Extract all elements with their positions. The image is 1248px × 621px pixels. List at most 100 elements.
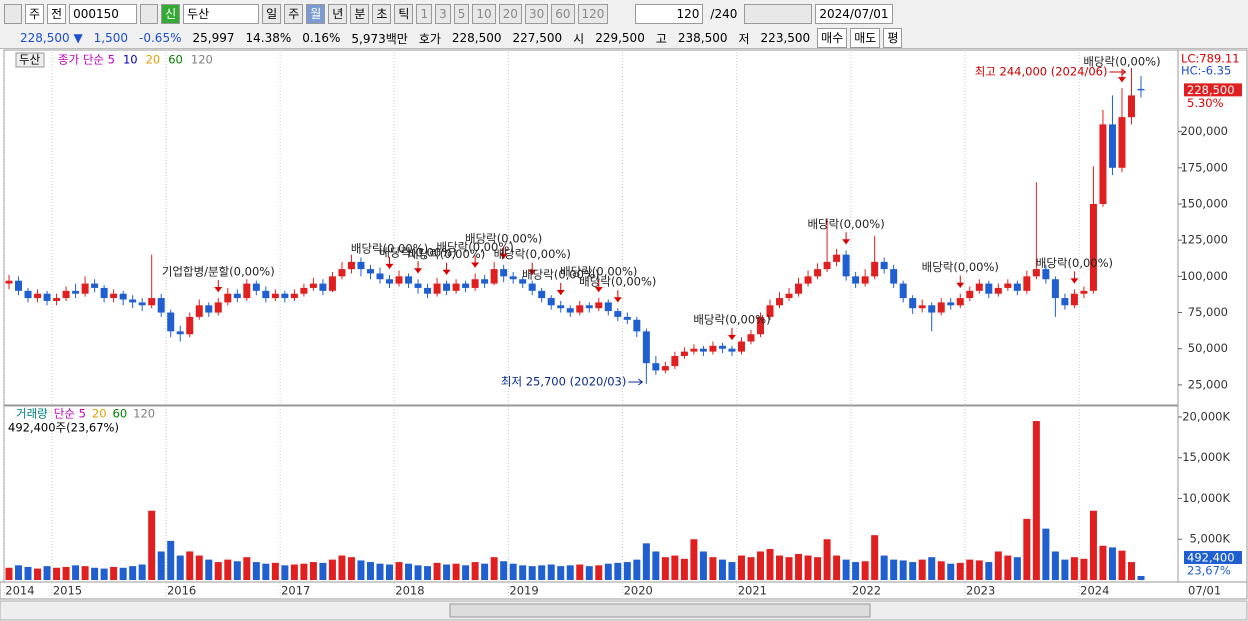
- tool-icons[interactable]: [744, 4, 813, 24]
- volume-bar: [1080, 558, 1088, 580]
- y-tick-label: 100,000: [1180, 269, 1228, 283]
- order-button[interactable]: 매수: [817, 28, 848, 48]
- volume-bar: [614, 562, 622, 580]
- candle-body: [309, 283, 317, 288]
- info-item: 1,500: [93, 31, 129, 45]
- code-input[interactable]: 000150: [69, 4, 138, 24]
- candle-body: [1080, 290, 1088, 294]
- candle-body: [1042, 269, 1050, 280]
- search-icon[interactable]: [140, 4, 159, 24]
- legend-entry: 120: [133, 407, 155, 421]
- interval-button[interactable]: 10: [472, 4, 496, 24]
- candle-body: [1004, 283, 1012, 288]
- last-price: 228,500: [1187, 83, 1235, 97]
- interval-button[interactable]: 1: [416, 4, 433, 24]
- y-tick-label: 10,000K: [1182, 491, 1230, 505]
- candle-body: [347, 261, 355, 270]
- volume-bar: [186, 551, 194, 580]
- candle-body: [928, 305, 936, 313]
- candle-body: [814, 269, 822, 277]
- volume-bar: [642, 543, 650, 580]
- candle-body: [795, 283, 803, 294]
- candle-body: [1032, 269, 1040, 277]
- interval-button[interactable]: 3: [435, 4, 451, 24]
- annotation: 배당락(0,00%): [807, 217, 884, 231]
- candle-body: [452, 283, 460, 291]
- period-button[interactable]: 일: [262, 4, 282, 24]
- candle-body: [91, 283, 99, 288]
- candle-body: [395, 276, 403, 284]
- candle-body: [604, 302, 612, 312]
- period-button[interactable]: 초: [372, 4, 392, 24]
- info-item: 14.38%: [245, 31, 292, 45]
- volume-bar: [1118, 550, 1126, 580]
- period-button[interactable]: 주: [284, 4, 304, 24]
- legend-entry: 종가 단순 5: [58, 53, 115, 67]
- volume-bar: [690, 539, 698, 580]
- volume-bar: [252, 562, 260, 580]
- scroll-thumb[interactable]: [449, 603, 871, 618]
- candle-body: [233, 293, 241, 299]
- volume-bar: [110, 566, 118, 580]
- volume-bar: [376, 563, 384, 580]
- x-tick-label: 2014: [5, 584, 34, 598]
- annotation-arrowhead: [528, 269, 537, 275]
- annotation: 배당락(0,00%): [351, 241, 428, 255]
- info-item: 호가: [418, 31, 441, 46]
- order-button[interactable]: 평: [883, 28, 903, 48]
- market-select[interactable]: 주: [25, 4, 45, 24]
- interval-button[interactable]: 120: [577, 4, 609, 24]
- candle-body: [823, 261, 831, 270]
- y-tick-label: 150,000: [1180, 196, 1228, 210]
- volume-bar: [500, 561, 508, 580]
- volume-bar: [737, 555, 745, 580]
- candle-body: [176, 331, 184, 335]
- interval-button[interactable]: 20: [498, 4, 522, 24]
- candle-body: [5, 280, 13, 284]
- volume-bar: [481, 563, 489, 580]
- candle-body: [633, 319, 641, 332]
- candle-body: [718, 345, 726, 349]
- volume-bar: [1004, 555, 1012, 580]
- info-item: 238,500: [677, 31, 728, 45]
- candle-body: [1051, 279, 1059, 299]
- volume-ratio: 23,67%: [1187, 563, 1231, 577]
- volume-bar: [756, 551, 764, 580]
- interval-button[interactable]: 30: [524, 4, 549, 24]
- volume-bar: [281, 565, 289, 580]
- menu-icon[interactable]: [4, 4, 22, 24]
- volume-bar: [661, 557, 669, 580]
- candle-body: [376, 273, 384, 280]
- period-button[interactable]: 틱: [394, 4, 414, 24]
- y-tick-label: 50,000: [1188, 341, 1228, 355]
- interval-button[interactable]: 5: [453, 4, 470, 24]
- candle-body: [890, 269, 898, 284]
- volume-bar: [366, 562, 374, 580]
- volume-bar: [623, 562, 631, 580]
- volume-bar: [271, 562, 279, 580]
- volume-bar: [956, 562, 964, 580]
- name-input[interactable]: 두산: [183, 4, 260, 24]
- volume-bar: [328, 559, 336, 580]
- info-item: 229,500: [595, 31, 645, 45]
- interval-button[interactable]: 60: [551, 4, 575, 24]
- volume-bar: [699, 551, 707, 580]
- order-button[interactable]: 매도: [850, 28, 881, 48]
- annotation: 배당락(0,00%): [408, 247, 485, 261]
- candle-body: [519, 279, 527, 284]
- date-input[interactable]: 2024/07/01: [815, 4, 893, 24]
- volume-bar: [471, 562, 479, 580]
- last-volume: 492,400: [1187, 550, 1235, 564]
- candle-body: [709, 345, 717, 352]
- period-button[interactable]: 분: [350, 4, 370, 24]
- volume-bar: [785, 557, 793, 580]
- candle-body: [614, 311, 622, 317]
- candle-body: [357, 261, 365, 270]
- count-input[interactable]: 120: [635, 4, 704, 24]
- annotation-arrowhead: [414, 268, 423, 274]
- period-button[interactable]: 년: [328, 4, 348, 24]
- y-tick-label: 75,000: [1188, 305, 1228, 319]
- candle-body: [1089, 203, 1097, 291]
- period-button[interactable]: 월: [306, 4, 326, 24]
- prev-button[interactable]: 전: [47, 4, 67, 24]
